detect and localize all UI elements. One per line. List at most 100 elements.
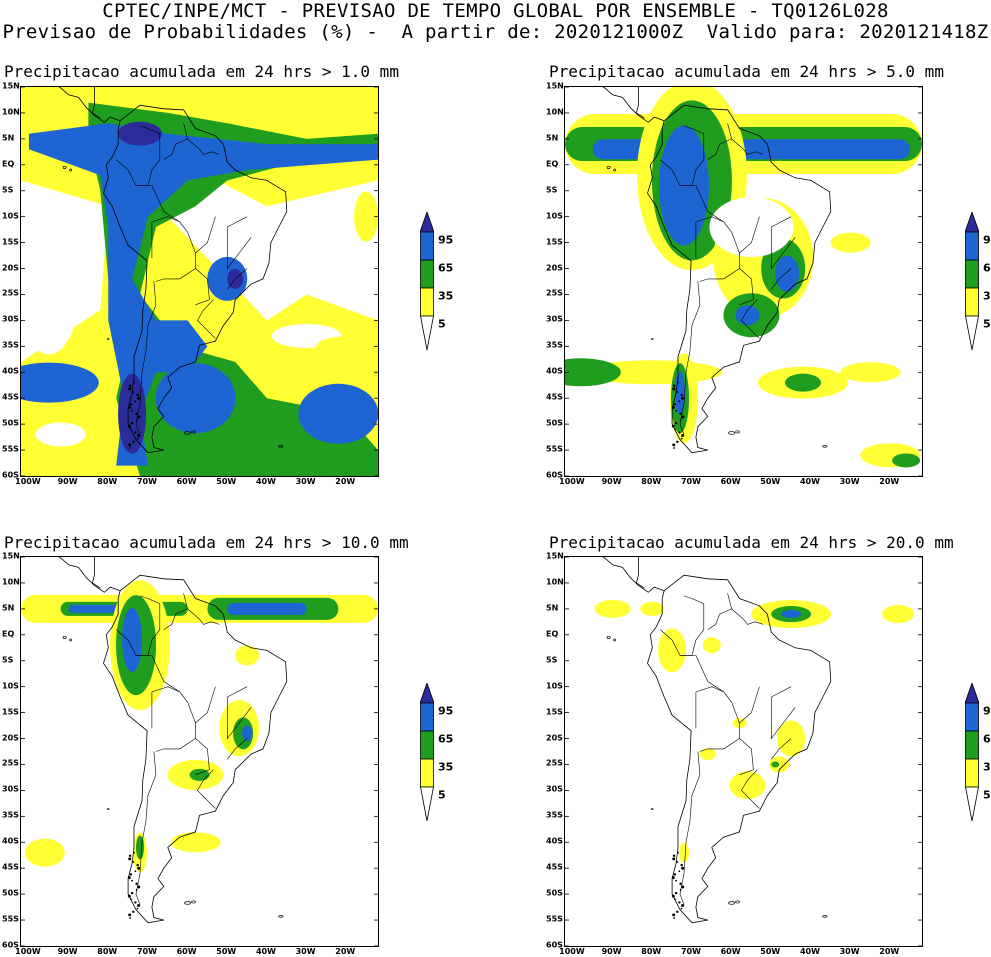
fjord-islet: [681, 866, 685, 870]
prob-area-35: [785, 373, 821, 392]
country-border: [183, 123, 220, 155]
legend-swatch-35: [420, 730, 434, 760]
coastline: [602, 557, 665, 593]
prob-area-65: [675, 371, 686, 416]
fjord-islet: [675, 409, 677, 412]
y-tick-label: 5S: [546, 185, 558, 195]
no-prob-area: [21, 234, 79, 355]
prob-area-5: [699, 748, 716, 761]
island: [606, 165, 611, 169]
island: [613, 168, 616, 172]
x-tick-label: 90W: [57, 477, 78, 486]
country-border: [195, 216, 216, 254]
country-border: [771, 268, 792, 290]
fjord-islet: [676, 391, 679, 393]
y-tick-label: EQ: [546, 159, 559, 169]
panel-title: Precipitacao acumulada em 24 hrs > 5.0 m…: [549, 62, 944, 81]
island: [735, 430, 740, 434]
legend-level-label: 95: [438, 704, 454, 718]
fjord-islet: [132, 440, 135, 443]
prob-area-35: [892, 453, 921, 468]
y-tick-label: 25S: [2, 288, 19, 298]
fjord-islet: [681, 904, 685, 908]
fjord-islet: [678, 431, 681, 434]
country-border: [151, 655, 196, 739]
fjord-islet: [137, 885, 141, 889]
map-svg: [21, 557, 378, 946]
country-border: [739, 216, 760, 254]
fjord-islet: [130, 891, 134, 895]
probability-field: [21, 557, 378, 946]
country-border: [739, 268, 754, 306]
fjord-islet: [672, 387, 676, 391]
fjord-islet: [130, 421, 134, 425]
no-prob-area: [35, 422, 86, 447]
island: [613, 638, 616, 642]
country-border: [741, 769, 760, 809]
fjord-islet: [127, 876, 131, 880]
island: [728, 901, 735, 905]
y-tick-label: 55S: [2, 444, 19, 454]
prob-area-65: [122, 607, 143, 672]
prob-area-65: [28, 123, 378, 466]
y-tick-label: 5N: [546, 603, 559, 613]
panel-title: Precipitacao acumulada em 24 hrs > 20.0 …: [549, 533, 954, 552]
fjord-islet: [137, 434, 141, 438]
legend-level-label: 5: [438, 788, 446, 802]
panel-title: Precipitacao acumulada em 24 hrs > 10.0 …: [4, 533, 409, 552]
island: [651, 338, 654, 341]
country-border: [136, 595, 161, 656]
fjord-islet: [131, 409, 133, 412]
y-tick-label: 5S: [546, 655, 558, 665]
x-tick-label: 80W: [641, 477, 662, 486]
probability-map: [564, 86, 923, 477]
legend-level-label: 65: [438, 261, 454, 275]
fjord-islet: [675, 879, 677, 882]
probability-field: [565, 87, 922, 476]
prob-area-65: [155, 363, 236, 434]
country-border: [707, 138, 732, 160]
y-tick-label: 20S: [546, 733, 563, 743]
island: [69, 168, 72, 172]
fjord-islet: [135, 882, 138, 885]
prob-area-35: [771, 761, 780, 768]
y-tick-label: 25S: [546, 288, 563, 298]
fjord-islet: [674, 898, 676, 901]
y-tick-label: 10S: [546, 681, 563, 691]
legend-colorbar: 95 65 35 5: [964, 210, 991, 352]
y-tick-label: 45S: [2, 392, 19, 402]
y-tick-label: 35S: [546, 340, 563, 350]
fjord-islet: [671, 424, 675, 428]
x-tick-label: 70W: [680, 947, 701, 956]
y-tick-label: 45S: [546, 392, 563, 402]
country-border: [695, 686, 724, 693]
prob-area-35: [565, 358, 621, 387]
y-tick-label: 5N: [2, 133, 15, 143]
fjord-islet: [134, 901, 137, 904]
island: [735, 900, 740, 904]
probability-field: [565, 557, 922, 946]
y-tick-label: 10S: [2, 681, 19, 691]
y-tick-label: 50S: [2, 888, 19, 898]
legend-level-label: 35: [983, 289, 991, 303]
fjord-islet: [134, 870, 137, 873]
x-tick-label: 50W: [760, 477, 781, 486]
map-svg: [21, 87, 378, 476]
y-tick-label: 5S: [2, 185, 14, 195]
y-tick-label: 50S: [546, 888, 563, 898]
prob-area-65: [21, 362, 99, 403]
legend-swatch-95: [964, 681, 980, 704]
y-tick-label: 30S: [2, 784, 19, 794]
fjord-islet: [672, 857, 676, 861]
legend-swatch-95: [419, 210, 435, 233]
fjord-islet: [680, 393, 683, 397]
fjord-islet: [128, 443, 132, 447]
y-tick-label: 5N: [2, 603, 15, 613]
fjord-islet: [135, 419, 138, 421]
y-tick-label: 10S: [2, 211, 19, 221]
prob-area-65: [781, 610, 802, 619]
prob-area-5: [594, 599, 631, 618]
fjord-islet: [673, 403, 677, 406]
y-tick-label: 35S: [2, 340, 19, 350]
fjord-islet: [136, 393, 139, 397]
